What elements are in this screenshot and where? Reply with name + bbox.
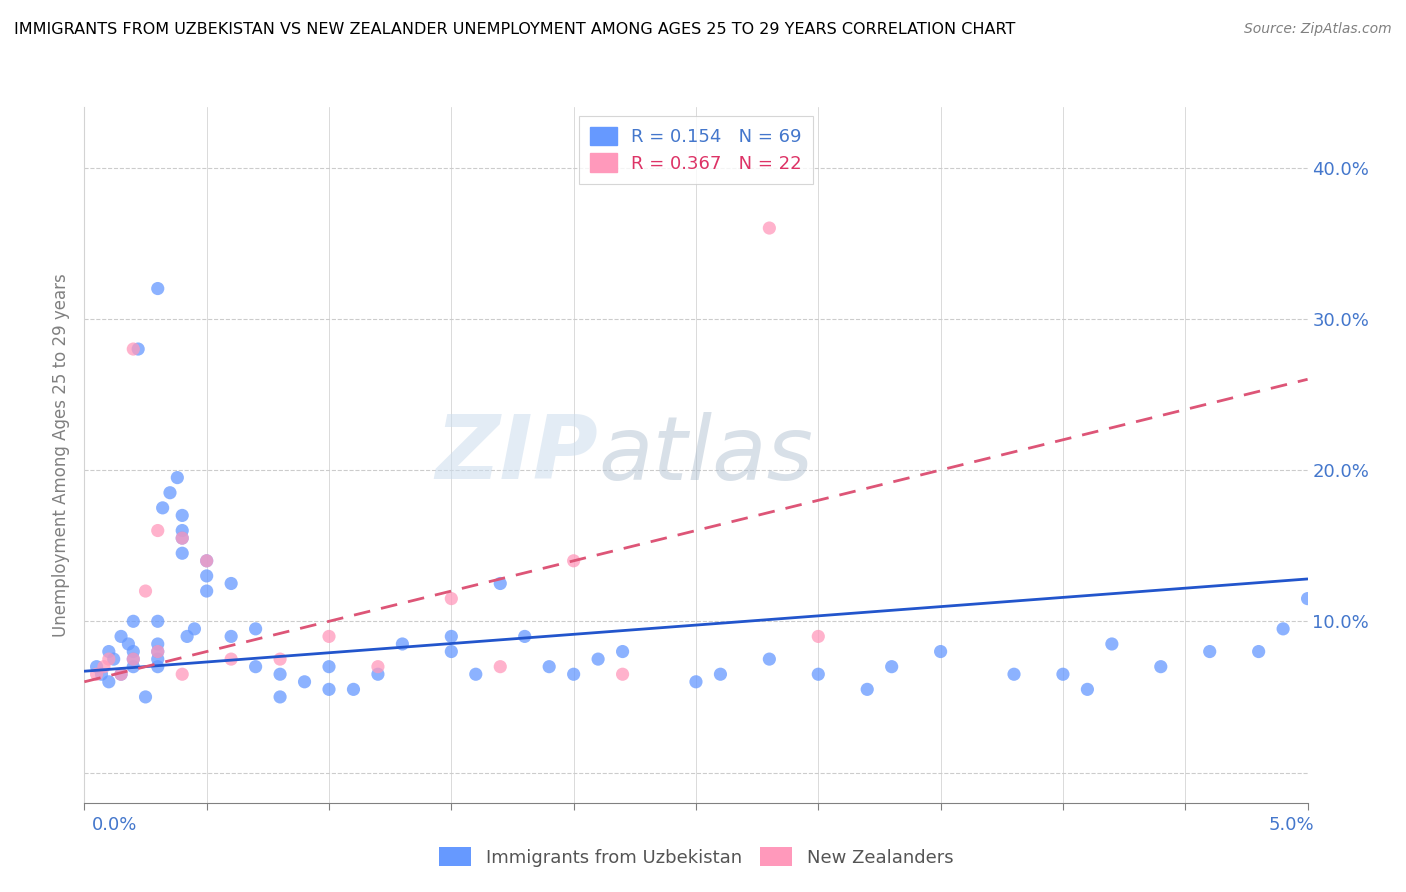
Point xyxy=(110,667,132,681)
Point xyxy=(122,652,145,666)
Point xyxy=(172,546,194,560)
Point xyxy=(122,659,145,673)
Point xyxy=(152,500,174,515)
Point xyxy=(612,644,634,658)
Point xyxy=(219,629,242,643)
Point xyxy=(122,644,145,658)
Point xyxy=(172,524,194,538)
Point xyxy=(1272,622,1295,636)
Point xyxy=(146,659,169,673)
Point xyxy=(929,644,952,658)
Point xyxy=(440,644,463,658)
Point xyxy=(172,508,194,523)
Point xyxy=(1198,644,1220,658)
Point xyxy=(146,281,169,295)
Point xyxy=(342,682,364,697)
Point xyxy=(758,221,780,235)
Point xyxy=(195,554,218,568)
Point xyxy=(513,629,536,643)
Point xyxy=(367,667,389,681)
Point xyxy=(269,652,291,666)
Point xyxy=(440,591,463,606)
Point xyxy=(195,584,218,599)
Point xyxy=(1101,637,1123,651)
Point xyxy=(1150,659,1173,673)
Point xyxy=(195,569,218,583)
Point xyxy=(294,674,316,689)
Point xyxy=(219,652,242,666)
Point xyxy=(135,584,157,599)
Y-axis label: Unemployment Among Ages 25 to 29 years: Unemployment Among Ages 25 to 29 years xyxy=(52,273,70,637)
Point xyxy=(97,674,120,689)
Point xyxy=(685,674,707,689)
Point xyxy=(90,667,112,681)
Point xyxy=(758,652,780,666)
Point xyxy=(146,652,169,666)
Point xyxy=(562,667,585,681)
Point xyxy=(176,629,198,643)
Point xyxy=(146,637,169,651)
Point xyxy=(245,622,267,636)
Point xyxy=(807,667,830,681)
Point xyxy=(1296,591,1319,606)
Point xyxy=(807,629,830,643)
Point xyxy=(367,659,389,673)
Point xyxy=(489,659,512,673)
Point xyxy=(110,629,132,643)
Point xyxy=(562,554,585,568)
Point xyxy=(856,682,879,697)
Text: IMMIGRANTS FROM UZBEKISTAN VS NEW ZEALANDER UNEMPLOYMENT AMONG AGES 25 TO 29 YEA: IMMIGRANTS FROM UZBEKISTAN VS NEW ZEALAN… xyxy=(14,22,1015,37)
Point xyxy=(166,470,188,484)
Point xyxy=(122,342,145,356)
Point xyxy=(110,667,132,681)
Point xyxy=(146,644,169,658)
Point xyxy=(391,637,413,651)
Point xyxy=(103,652,125,666)
Point xyxy=(318,682,340,697)
Text: ZIP: ZIP xyxy=(436,411,598,499)
Point xyxy=(1052,667,1074,681)
Point xyxy=(86,659,108,673)
Point xyxy=(135,690,157,704)
Point xyxy=(86,667,108,681)
Point xyxy=(219,576,242,591)
Point xyxy=(127,342,149,356)
Point xyxy=(122,615,145,629)
Point xyxy=(97,652,120,666)
Point xyxy=(93,659,115,673)
Text: 5.0%: 5.0% xyxy=(1270,816,1315,834)
Point xyxy=(440,629,463,643)
Point xyxy=(318,659,340,673)
Point xyxy=(464,667,486,681)
Point xyxy=(146,615,169,629)
Text: Source: ZipAtlas.com: Source: ZipAtlas.com xyxy=(1244,22,1392,37)
Point xyxy=(245,659,267,673)
Point xyxy=(117,637,139,651)
Point xyxy=(122,652,145,666)
Point xyxy=(586,652,609,666)
Text: atlas: atlas xyxy=(598,412,813,498)
Point xyxy=(195,554,218,568)
Point xyxy=(183,622,205,636)
Point xyxy=(1002,667,1025,681)
Point xyxy=(146,644,169,658)
Point xyxy=(172,531,194,545)
Legend: Immigrants from Uzbekistan, New Zealanders: Immigrants from Uzbekistan, New Zealande… xyxy=(432,840,960,874)
Point xyxy=(318,629,340,643)
Point xyxy=(1247,644,1270,658)
Text: 0.0%: 0.0% xyxy=(91,816,136,834)
Point xyxy=(172,531,194,545)
Point xyxy=(709,667,731,681)
Point xyxy=(269,690,291,704)
Point xyxy=(146,524,169,538)
Point xyxy=(538,659,561,673)
Point xyxy=(159,485,181,500)
Point xyxy=(612,667,634,681)
Point xyxy=(269,667,291,681)
Point xyxy=(880,659,903,673)
Point xyxy=(172,667,194,681)
Point xyxy=(1076,682,1098,697)
Point xyxy=(97,644,120,658)
Point xyxy=(489,576,512,591)
